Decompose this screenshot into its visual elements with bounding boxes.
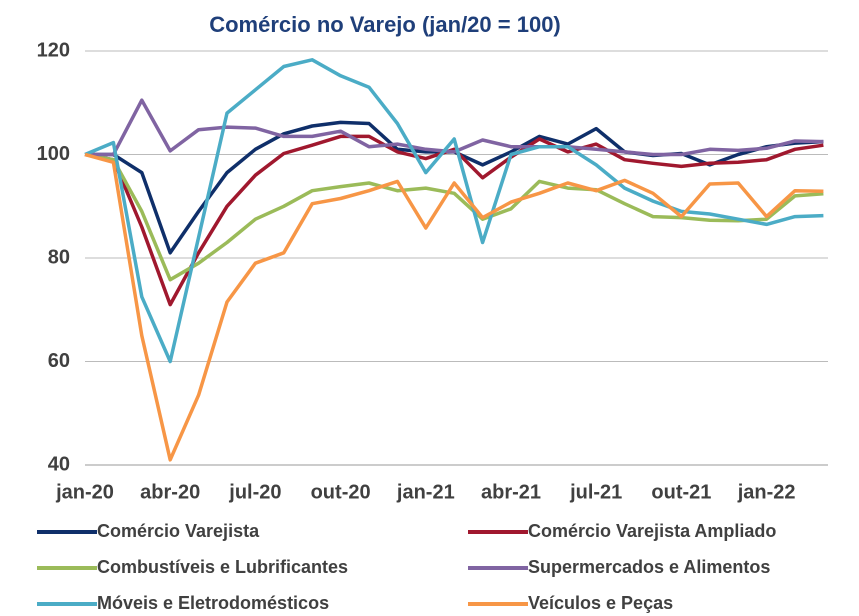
series-line <box>84 152 824 282</box>
legend-label: Veículos e Peças <box>528 593 673 613</box>
y-tick-label: 40 <box>48 453 70 475</box>
series-line <box>84 134 824 307</box>
series-line <box>84 58 824 364</box>
x-tick-label: jan-21 <box>396 481 455 503</box>
y-tick-label: 120 <box>37 39 70 61</box>
legend-label: Móveis e Eletrodomésticos <box>97 593 329 613</box>
x-tick-label: out-20 <box>311 481 371 503</box>
x-tick-label: jul-20 <box>228 481 281 503</box>
legend-label: Comércio Varejista Ampliado <box>528 521 776 541</box>
legend-label: Combustíveis e Lubrificantes <box>97 557 348 577</box>
legend-label: Supermercados e Alimentos <box>528 557 770 577</box>
series-line <box>85 98 824 157</box>
x-tick-label: abr-20 <box>140 481 200 503</box>
x-tick-label: jan-20 <box>55 481 114 503</box>
x-tick-label: out-21 <box>651 481 711 503</box>
series-line <box>84 152 824 462</box>
x-tick-label: jan-22 <box>737 481 796 503</box>
x-tick-label: abr-21 <box>481 481 541 503</box>
y-tick-label: 100 <box>37 143 70 165</box>
y-tick-label: 60 <box>48 350 70 372</box>
x-tick-label: jul-21 <box>569 481 622 503</box>
chart-title: Comércio no Varejo (jan/20 = 100) <box>209 12 561 37</box>
legend-label: Comércio Varejista <box>97 521 260 541</box>
y-tick-label: 80 <box>48 246 70 268</box>
